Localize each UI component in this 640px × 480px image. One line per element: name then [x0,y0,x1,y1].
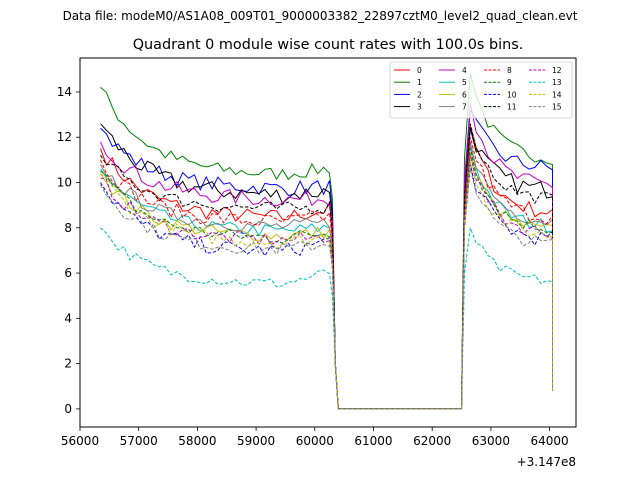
legend-label-5: 5 [462,78,467,87]
y-tick-label: 0 [64,402,72,416]
legend-label-9: 9 [507,78,512,87]
x-tick-label: 61000 [354,434,392,448]
legend-label-7: 7 [462,103,467,112]
y-tick-label: 10 [57,176,72,190]
y-tick-label: 14 [57,85,72,99]
x-tick-label: 60000 [296,434,334,448]
chart-figure: Data file: modeM0/AS1A08_009T01_90000033… [0,0,640,480]
legend-label-3: 3 [417,103,422,112]
x-tick-label: 56000 [61,434,99,448]
legend-label-14: 14 [552,90,562,99]
legend-label-2: 2 [417,90,422,99]
legend-label-1: 1 [417,78,422,87]
y-tick-label: 6 [64,266,72,280]
x-tick-label: 63000 [472,434,510,448]
y-tick-label: 12 [57,130,72,144]
legend-label-12: 12 [552,66,562,75]
legend-label-6: 6 [462,90,467,99]
legend-label-13: 13 [552,78,562,87]
chart-title: Quadrant 0 module wise count rates with … [133,37,524,53]
legend-label-0: 0 [417,66,422,75]
legend-label-11: 11 [507,103,517,112]
x-tick-label: 64000 [530,434,568,448]
legend-label-4: 4 [462,66,467,75]
x-tick-label: 59000 [237,434,275,448]
x-tick-label: 57000 [120,434,158,448]
y-tick-label: 4 [64,311,72,325]
x-tick-label: 62000 [413,434,451,448]
x-offset-label: +3.147e8 [517,455,576,469]
legend-label-10: 10 [507,90,517,99]
legend-label-8: 8 [507,66,512,75]
x-tick-label: 58000 [178,434,216,448]
chart-suptitle: Data file: modeM0/AS1A08_009T01_90000033… [63,9,578,23]
y-tick-label: 8 [64,221,72,235]
y-tick-label: 2 [64,357,72,371]
legend-label-15: 15 [552,103,562,112]
